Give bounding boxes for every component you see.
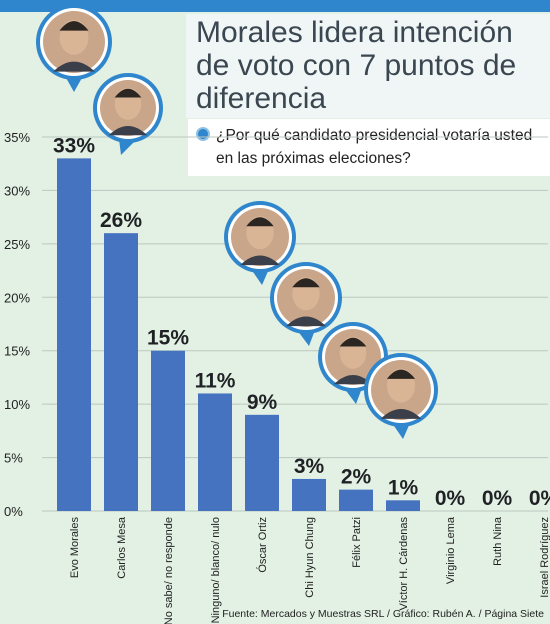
chart-title: Morales lidera intención de voto con 7 p… xyxy=(196,16,517,115)
survey-question: ¿Por qué candidato presidencial votaría … xyxy=(216,127,533,167)
y-tick-label: 30% xyxy=(4,183,30,198)
y-tick-label: 15% xyxy=(4,344,30,359)
bar xyxy=(245,414,279,511)
y-tick-label: 5% xyxy=(4,451,23,466)
candidate-photos xyxy=(36,4,438,439)
candidate-photo xyxy=(364,353,438,439)
y-tick-label: 0% xyxy=(4,504,23,519)
bar xyxy=(151,350,185,511)
title-panel xyxy=(186,14,550,118)
data-label: 1% xyxy=(388,476,419,499)
data-label: 26% xyxy=(100,209,142,232)
candidate-photo xyxy=(318,322,388,404)
x-tick-label: Carlos Mesa xyxy=(116,516,128,579)
y-tick-label: 20% xyxy=(4,290,30,305)
bar xyxy=(198,393,232,511)
x-tick-label: Félix Patzi xyxy=(351,517,363,568)
bar xyxy=(57,158,91,511)
data-label: 3% xyxy=(294,455,325,478)
candidate-photo xyxy=(36,4,112,92)
x-axis: Evo Morales Carlos Mesa No sabe/ no respon… xyxy=(69,516,550,624)
source-credit: Fuente: Mercados y Muestras SRL / Gráfic… xyxy=(222,608,544,620)
data-labels: 33% 26% 15% 11% 9% 3% 2% 1% 0% 0% 0% xyxy=(53,134,550,510)
top-accent-strip xyxy=(0,0,550,12)
x-tick-label: Israel Rodríguez xyxy=(539,517,550,598)
x-tick-label: Ruth Nina xyxy=(492,516,504,566)
question-panel xyxy=(188,119,550,176)
data-label: 0% xyxy=(529,487,550,510)
x-tick-label: Ninguno/ blanco/ nulo xyxy=(210,517,222,623)
data-label: 2% xyxy=(341,466,372,489)
data-label: 33% xyxy=(53,134,95,157)
x-tick-label: Virginio Lema xyxy=(445,516,457,584)
x-tick-label: No sabe/ no responde xyxy=(163,517,175,624)
y-tick-label: 10% xyxy=(4,397,30,412)
y-axis: 0% 5% 10% 15% 20% 25% 30% 35% xyxy=(4,130,30,519)
candidate-photo xyxy=(224,201,296,285)
data-label: 15% xyxy=(147,327,189,350)
x-tick-label: Evo Morales xyxy=(69,517,81,579)
candidate-photo xyxy=(270,262,342,346)
x-tick-label: Chi Hyun Chung xyxy=(304,517,316,598)
bar xyxy=(104,233,138,511)
bar xyxy=(339,489,373,511)
data-label: 0% xyxy=(435,487,466,510)
data-label: 0% xyxy=(482,487,513,510)
y-tick-label: 25% xyxy=(4,237,30,252)
x-tick-label: Óscar Ortiz xyxy=(256,517,269,573)
bar xyxy=(386,500,420,511)
data-label: 11% xyxy=(195,369,236,392)
bar xyxy=(292,478,326,511)
y-tick-label: 35% xyxy=(4,130,30,145)
candidate-photo xyxy=(93,73,163,155)
data-label: 9% xyxy=(247,391,278,414)
x-tick-label: Víctor H. Cárdenas xyxy=(398,517,410,611)
bars xyxy=(57,158,420,511)
